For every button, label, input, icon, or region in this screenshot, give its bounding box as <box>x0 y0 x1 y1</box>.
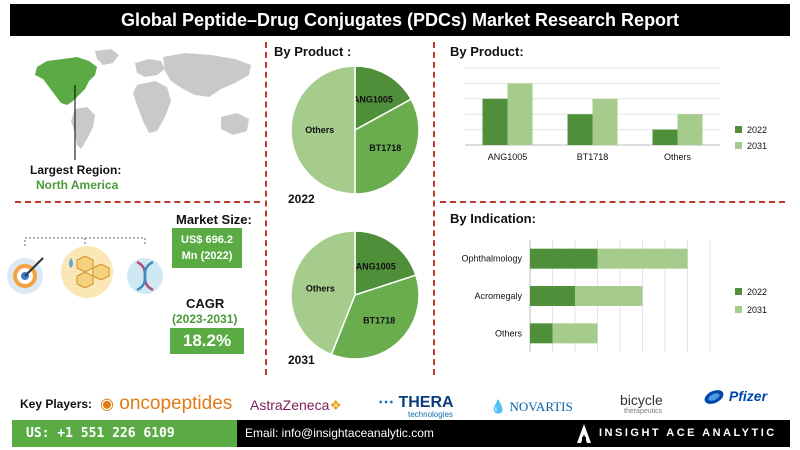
pie-section-title: By Product : <box>274 44 352 59</box>
legend-label: 2031 <box>747 141 767 151</box>
market-size-year: Mn (2022) <box>181 250 233 262</box>
largest-region-value: North America <box>36 178 119 192</box>
bar-ophthalmology-2031 <box>597 248 688 269</box>
pie-2031-year: 2031 <box>288 353 315 367</box>
bar-others-2022 <box>652 129 678 145</box>
pie-slice-others <box>290 65 356 195</box>
divider-horizontal-right <box>440 201 785 203</box>
bar-bt1718-2022 <box>567 114 593 145</box>
legend-swatch <box>735 126 742 133</box>
y-tick-label: Ophthalmology <box>461 254 522 264</box>
y-tick-label: Acromegaly <box>474 291 522 301</box>
divider-horizontal-left <box>15 201 260 203</box>
bar-others-2031 <box>677 114 703 145</box>
pie-chart-2022: ANG1005 BT1718 Others <box>290 65 420 195</box>
bar-product-title: By Product: <box>450 44 524 59</box>
bicycle-therapeutics-logo: bicycle therapeutics <box>620 392 663 415</box>
bar-bt1718-2031 <box>592 98 618 145</box>
cagr-period: (2023-2031) <box>172 312 238 326</box>
page-title: Global Peptide–Drug Conjugates (PDCs) Ma… <box>10 4 790 36</box>
key-players-label: Key Players: <box>20 397 93 411</box>
bar-acromegaly-2031 <box>575 286 643 306</box>
largest-region-label: Largest Region: <box>30 163 122 177</box>
pie-chart-2031: ANG1005 BT1718 Others <box>290 230 420 360</box>
cagr-label: CAGR <box>186 296 225 311</box>
email-contact[interactable]: Email: info@insightaceanalytic.com <box>245 426 434 440</box>
oncopeptides-logo: ◉ oncopeptides <box>100 393 233 414</box>
pie-slice-others <box>290 230 356 356</box>
pie-label-ang1005: ANG1005 <box>356 262 396 272</box>
pie-label-others: Others <box>305 125 334 135</box>
pie-label-others: Others <box>306 283 335 293</box>
map-asia <box>163 53 251 97</box>
bar-ophthalmology-2022 <box>530 248 598 269</box>
map-africa <box>133 81 171 133</box>
pie-label-bt1718: BT1718 <box>363 316 395 326</box>
target-icon <box>7 257 44 294</box>
bar-others-2022 <box>530 323 553 344</box>
bar-chart-product: ANG1005 BT1718 Others 2022 2031 <box>465 67 767 162</box>
map-north-america <box>35 57 97 105</box>
legend-label: 2022 <box>747 125 767 135</box>
pie-slice-bt1718 <box>330 274 420 360</box>
legend-swatch <box>735 142 742 149</box>
pie-label-ang1005: ANG1005 <box>353 95 393 105</box>
bar-ang1005-2031 <box>507 83 533 145</box>
bar-indication-title: By Indication: <box>450 211 536 226</box>
thera-technologies-logo: ⋯ THERA technologies <box>378 394 454 419</box>
market-size-value-box: US$ 696.2 Mn (2022) <box>172 228 242 268</box>
legend-swatch <box>735 288 742 295</box>
bar-ang1005-2022 <box>482 98 508 145</box>
legend-swatch <box>735 306 742 313</box>
footer-bar: Email: info@insightaceanalytic.com INSIG… <box>237 420 790 447</box>
phone-contact: US: +1 551 226 6109 <box>12 420 237 447</box>
bar-chart-indication: Ophthalmology Acromegaly Others 2022 2031 <box>461 240 767 352</box>
map-greenland <box>95 49 119 65</box>
legend-label: 2031 <box>747 305 767 315</box>
market-size-value: US$ 696.2 <box>181 234 233 246</box>
pie-slice-bt1718 <box>354 98 420 195</box>
pie-slice-ang1005 <box>354 65 413 132</box>
legend-label: 2022 <box>747 287 767 297</box>
insight-ace-logo-icon <box>577 424 591 443</box>
pie-label-bt1718: BT1718 <box>369 143 401 153</box>
cagr-value: 18.2% <box>170 328 244 354</box>
world-map <box>25 45 270 160</box>
dna-icon <box>127 258 163 294</box>
map-europe <box>135 59 165 77</box>
market-icons <box>5 232 170 302</box>
x-tick-label: BT1718 <box>577 152 609 162</box>
bar-acromegaly-2022 <box>530 286 575 306</box>
bar-others-2031 <box>552 323 598 344</box>
divider-vertical-left <box>265 42 267 375</box>
y-tick-label: Others <box>495 328 523 338</box>
pie-2022-year: 2022 <box>288 192 315 206</box>
map-south-america <box>71 107 95 149</box>
brand-name: INSIGHT ACE ANALYTIC <box>599 427 777 439</box>
x-tick-label: ANG1005 <box>488 152 528 162</box>
x-tick-label: Others <box>664 152 692 162</box>
pie-slice-ang1005 <box>354 230 417 297</box>
divider-vertical-right <box>433 42 435 375</box>
molecule-icon <box>61 246 113 298</box>
map-australia <box>221 113 249 135</box>
market-size-label: Market Size: <box>176 212 252 227</box>
novartis-logo: 💧 NOVARTIS <box>490 399 573 414</box>
astrazeneca-logo: AstraZeneca❖ <box>250 397 342 413</box>
pfizer-logo: Pfizer <box>703 388 767 406</box>
